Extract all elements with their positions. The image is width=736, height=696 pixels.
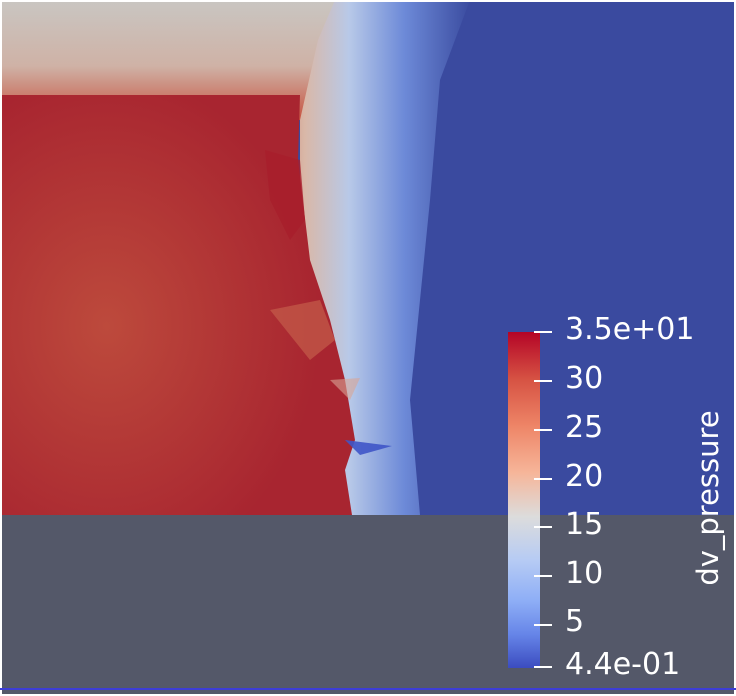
colorbar-tick-mark <box>534 380 552 382</box>
front-facets <box>265 150 305 240</box>
colorbar-tick-label: 30 <box>565 361 604 396</box>
high-pressure-region <box>0 95 355 515</box>
colorbar-title: dv_pressure <box>691 410 725 586</box>
colorbar-tick-label: 3.5e+01 <box>565 312 695 347</box>
colorbar-tick-mark <box>534 666 552 668</box>
colorbar-tick-mark <box>534 429 552 431</box>
colorbar-tick-label: 5 <box>565 604 585 639</box>
colorbar-tick-mark <box>534 331 552 333</box>
top-band <box>0 0 335 120</box>
colorbar-tick-label: 4.4e-01 <box>565 647 681 682</box>
colorbar-tick-mark <box>534 624 552 626</box>
colorbar-tick-label: 15 <box>565 507 604 542</box>
colorbar-tick-mark <box>534 478 552 480</box>
colorbar-tick-label: 25 <box>565 410 604 445</box>
colorbar-tick-mark <box>534 575 552 577</box>
bottom-empty-region <box>0 515 736 696</box>
viewport-active-indicator <box>0 688 736 690</box>
colorbar-gradient <box>508 332 540 668</box>
colorbar-tick-label: 10 <box>565 556 604 591</box>
colorbar-tick-mark <box>534 526 552 528</box>
colorbar-tick-label: 20 <box>565 459 604 494</box>
